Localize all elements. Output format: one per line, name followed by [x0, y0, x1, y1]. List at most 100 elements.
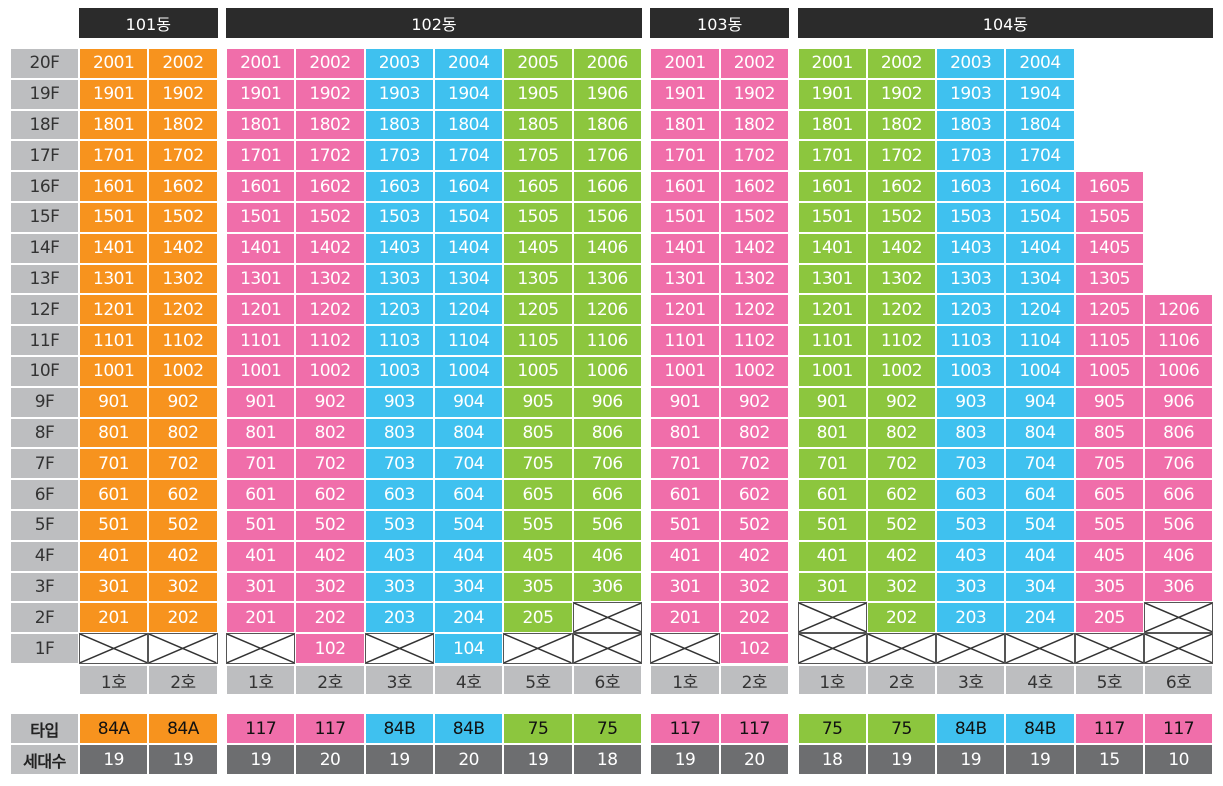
unit-cell: 1902 — [866, 78, 937, 110]
floor-label: 15F — [10, 202, 79, 233]
unit-cell: 903 — [364, 386, 434, 418]
unit-cell: 1101 — [226, 325, 296, 356]
unit-cell: 1302 — [866, 263, 937, 295]
unit-cell: 603 — [936, 479, 1006, 510]
unit-cell: 1901 — [650, 78, 720, 110]
floor-label: 14F — [10, 232, 79, 264]
unit-cell: 1702 — [866, 140, 937, 172]
unit-cell: 701 — [650, 448, 720, 480]
unit-cell: 1706 — [572, 140, 642, 172]
unit-count: 19 — [1005, 744, 1075, 775]
unit-cell: 1605 — [1074, 171, 1144, 202]
unit-cell: 1802 — [295, 109, 365, 141]
unit-cell: 1604 — [1005, 171, 1075, 202]
no-unit-cell — [936, 633, 1006, 664]
unit-cell: 1202 — [866, 294, 937, 326]
unit-cell: 1403 — [364, 232, 434, 264]
unit-cell: 201 — [650, 602, 720, 634]
unit-cell: 1401 — [797, 232, 867, 264]
unit-cell: 301 — [79, 571, 149, 603]
unit-type: 84B — [434, 713, 504, 744]
unit-cell: 1401 — [650, 232, 720, 264]
unit-type: 117 — [650, 713, 720, 744]
unit-cell: 306 — [1144, 571, 1214, 603]
unit-cell: 102 — [295, 633, 365, 664]
unit-count: 20 — [295, 744, 365, 775]
ho-label: 2호 — [719, 665, 789, 695]
unit-cell: 1605 — [503, 171, 573, 202]
unit-cell: 505 — [1074, 510, 1144, 541]
unit-cell: 602 — [295, 479, 365, 510]
unit-cell: 306 — [572, 571, 642, 603]
unit-cell: 1501 — [797, 202, 867, 233]
floor-label: 19F — [10, 78, 79, 110]
unit-cell: 1602 — [719, 171, 789, 202]
unit-cell: 1302 — [719, 263, 789, 295]
unit-cell: 1402 — [866, 232, 937, 264]
ho-label: 2호 — [295, 665, 365, 695]
unit-cell: 305 — [503, 571, 573, 603]
unit-cell: 406 — [572, 540, 642, 572]
floor-label: 11F — [10, 325, 79, 356]
no-unit-cell — [1144, 602, 1214, 634]
unit-cell: 1102 — [719, 325, 789, 356]
floor-label: 13F — [10, 263, 79, 295]
unit-cell: 1502 — [719, 202, 789, 233]
unit-cell: 606 — [1144, 479, 1214, 510]
floor-label: 20F — [10, 48, 79, 79]
unit-cell: 603 — [364, 479, 434, 510]
unit-cell: 1301 — [226, 263, 296, 295]
unit-cell: 904 — [434, 386, 504, 418]
unit-cell: 1602 — [866, 171, 937, 202]
floor-label: 3F — [10, 571, 79, 603]
unit-cell: 804 — [434, 417, 504, 449]
unit-cell: 1003 — [364, 356, 434, 387]
unit-cell: 2001 — [797, 48, 867, 79]
unit-count: 19 — [936, 744, 1006, 775]
unit-cell: 1601 — [226, 171, 296, 202]
unit-type: 117 — [1074, 713, 1144, 744]
unit-type: 75 — [572, 713, 642, 744]
unit-cell: 1704 — [1005, 140, 1075, 172]
unit-cell: 1102 — [295, 325, 365, 356]
unit-cell: 1702 — [148, 140, 218, 172]
unit-cell: 1405 — [503, 232, 573, 264]
unit-cell: 1603 — [936, 171, 1006, 202]
unit-cell: 806 — [1144, 417, 1214, 449]
unit-cell: 302 — [866, 571, 937, 603]
unit-cell: 1406 — [572, 232, 642, 264]
unit-cell: 1103 — [364, 325, 434, 356]
unit-count: 19 — [364, 744, 434, 775]
unit-cell: 402 — [148, 540, 218, 572]
unit-cell: 301 — [797, 571, 867, 603]
unit-cell: 1601 — [79, 171, 149, 202]
unit-cell: 1502 — [295, 202, 365, 233]
unit-cell: 403 — [364, 540, 434, 572]
unit-cell: 1801 — [650, 109, 720, 141]
unit-cell: 202 — [148, 602, 218, 634]
unit-cell: 1701 — [797, 140, 867, 172]
unit-cell: 1501 — [650, 202, 720, 233]
unit-cell: 1802 — [866, 109, 937, 141]
unit-cell: 801 — [226, 417, 296, 449]
unit-cell: 902 — [148, 386, 218, 418]
unit-cell: 303 — [364, 571, 434, 603]
unit-cell: 1504 — [1005, 202, 1075, 233]
unit-cell: 1005 — [1074, 356, 1144, 387]
unit-cell: 1202 — [719, 294, 789, 326]
unit-type: 75 — [503, 713, 573, 744]
unit-cell: 502 — [295, 510, 365, 541]
unit-count: 19 — [148, 744, 218, 775]
unit-cell: 1802 — [148, 109, 218, 141]
unit-cell: 702 — [295, 448, 365, 480]
unit-cell: 701 — [797, 448, 867, 480]
unit-cell: 602 — [719, 479, 789, 510]
building-header: 104동 — [797, 8, 1214, 38]
unit-type: 84A — [79, 713, 149, 744]
unit-cell: 1904 — [434, 78, 504, 110]
building-header: 102동 — [226, 8, 642, 38]
floor-label: 4F — [10, 540, 79, 572]
unit-cell: 1101 — [797, 325, 867, 356]
unit-cell: 1602 — [148, 171, 218, 202]
unit-cell: 1503 — [936, 202, 1006, 233]
